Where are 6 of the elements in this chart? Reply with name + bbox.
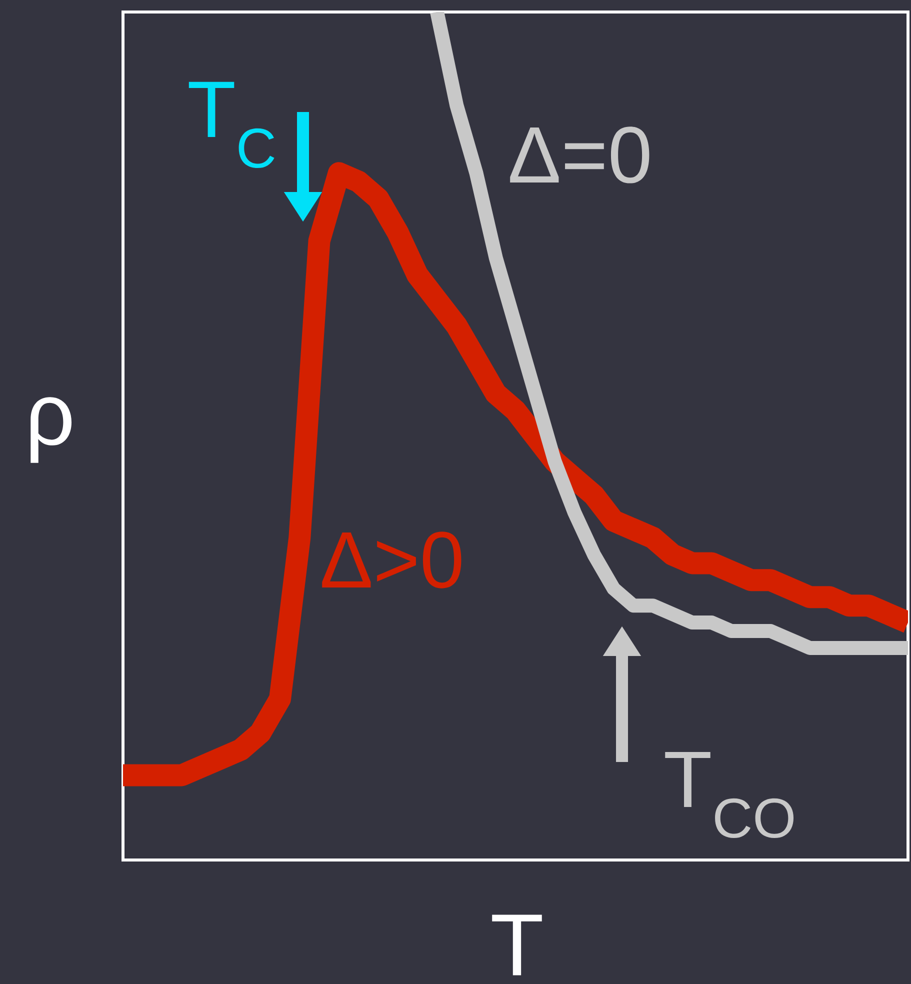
annotation: T$_{CO}$: [665, 752, 794, 838]
series-label: Δ>0: [322, 532, 462, 588]
series-label: Δ=0: [510, 126, 650, 184]
x-axis-title: T: [492, 914, 542, 976]
y-axis-title: ρ: [30, 397, 72, 463]
annotation: T$_{C}$: [188, 82, 274, 168]
